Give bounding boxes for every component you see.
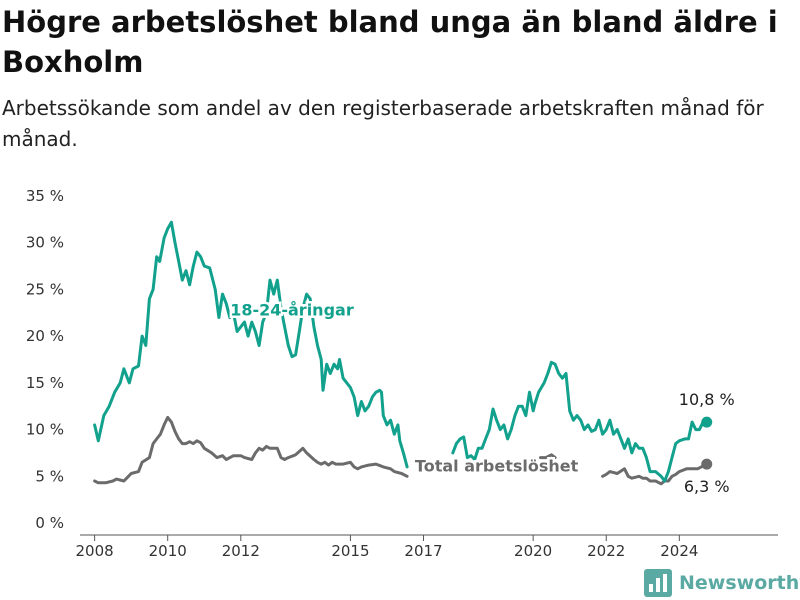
x-tick-label: 2020: [514, 542, 552, 560]
y-tick-label: 35 %: [26, 187, 64, 205]
y-tick-label: 30 %: [26, 234, 64, 252]
series-layer: [93, 220, 713, 486]
series-label-total: Total arbetslöshet: [415, 457, 579, 476]
series-line-1: [601, 462, 709, 486]
series-line-0: [93, 220, 409, 469]
x-tick-label: 2015: [331, 542, 369, 560]
chart-subtitle: Arbetssökande som andel av den registerb…: [2, 96, 764, 151]
y-tick-label: 15 %: [26, 374, 64, 392]
y-axis: 0 % 5 % 10 % 15 % 20 % 25 % 30 % 35 %: [26, 187, 64, 532]
brand-logo: Newsworthy: [644, 568, 800, 598]
series-end-point-1: [701, 458, 713, 470]
series-line-1: [93, 415, 409, 485]
y-tick-label: 0 %: [35, 514, 64, 532]
newsworthy-logo-icon: [644, 569, 672, 597]
series-line-0: [451, 360, 709, 483]
y-tick-label: 10 %: [26, 421, 64, 439]
y-tick-label: 25 %: [26, 280, 64, 298]
series-end-label-youth: 10,8 %: [679, 390, 735, 409]
x-tick-label: 2022: [587, 542, 625, 560]
series-end-label-total: 6,3 %: [684, 477, 730, 496]
x-tick-label: 2012: [222, 542, 260, 560]
series-end-point-0: [701, 416, 713, 428]
brand-name: Newsworthy: [679, 572, 800, 594]
x-axis: 2008 2010 2012 2015 2017 2020 2022 2024: [76, 534, 778, 560]
series-line-1: [539, 453, 557, 460]
x-tick-label: 2010: [149, 542, 187, 560]
y-tick-label: 20 %: [26, 327, 64, 345]
y-tick-label: 5 %: [35, 467, 64, 485]
x-tick-label: 2017: [404, 542, 442, 560]
chart-title: Högre arbetslöshet bland unga än bland ä…: [2, 5, 778, 79]
x-tick-label: 2024: [660, 542, 698, 560]
label-layer: 18-24-åringar Total arbetslöshet 10,8 % 6,3…: [228, 298, 735, 496]
series-label-youth: 18-24-åringar: [230, 301, 354, 320]
x-tick-label: 2008: [76, 542, 114, 560]
